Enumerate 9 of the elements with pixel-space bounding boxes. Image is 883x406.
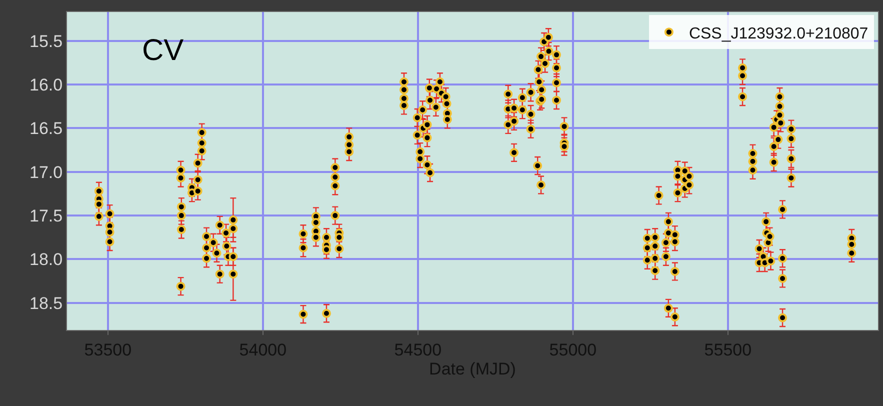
y-tick-label: 16.5 bbox=[30, 119, 63, 138]
legend-label: CSS_J123932.0+210807 bbox=[688, 25, 868, 42]
y-tick-label: 17.5 bbox=[30, 206, 63, 226]
y-tick-label: 18.0 bbox=[30, 250, 63, 270]
y-tick-label: 16.0 bbox=[30, 75, 63, 94]
y-tick-label: 15.5 bbox=[30, 32, 63, 51]
annotation: CV bbox=[142, 34, 184, 67]
y-tick-label: 17.0 bbox=[30, 162, 63, 182]
y-tick-label: 18.5 bbox=[30, 294, 63, 313]
